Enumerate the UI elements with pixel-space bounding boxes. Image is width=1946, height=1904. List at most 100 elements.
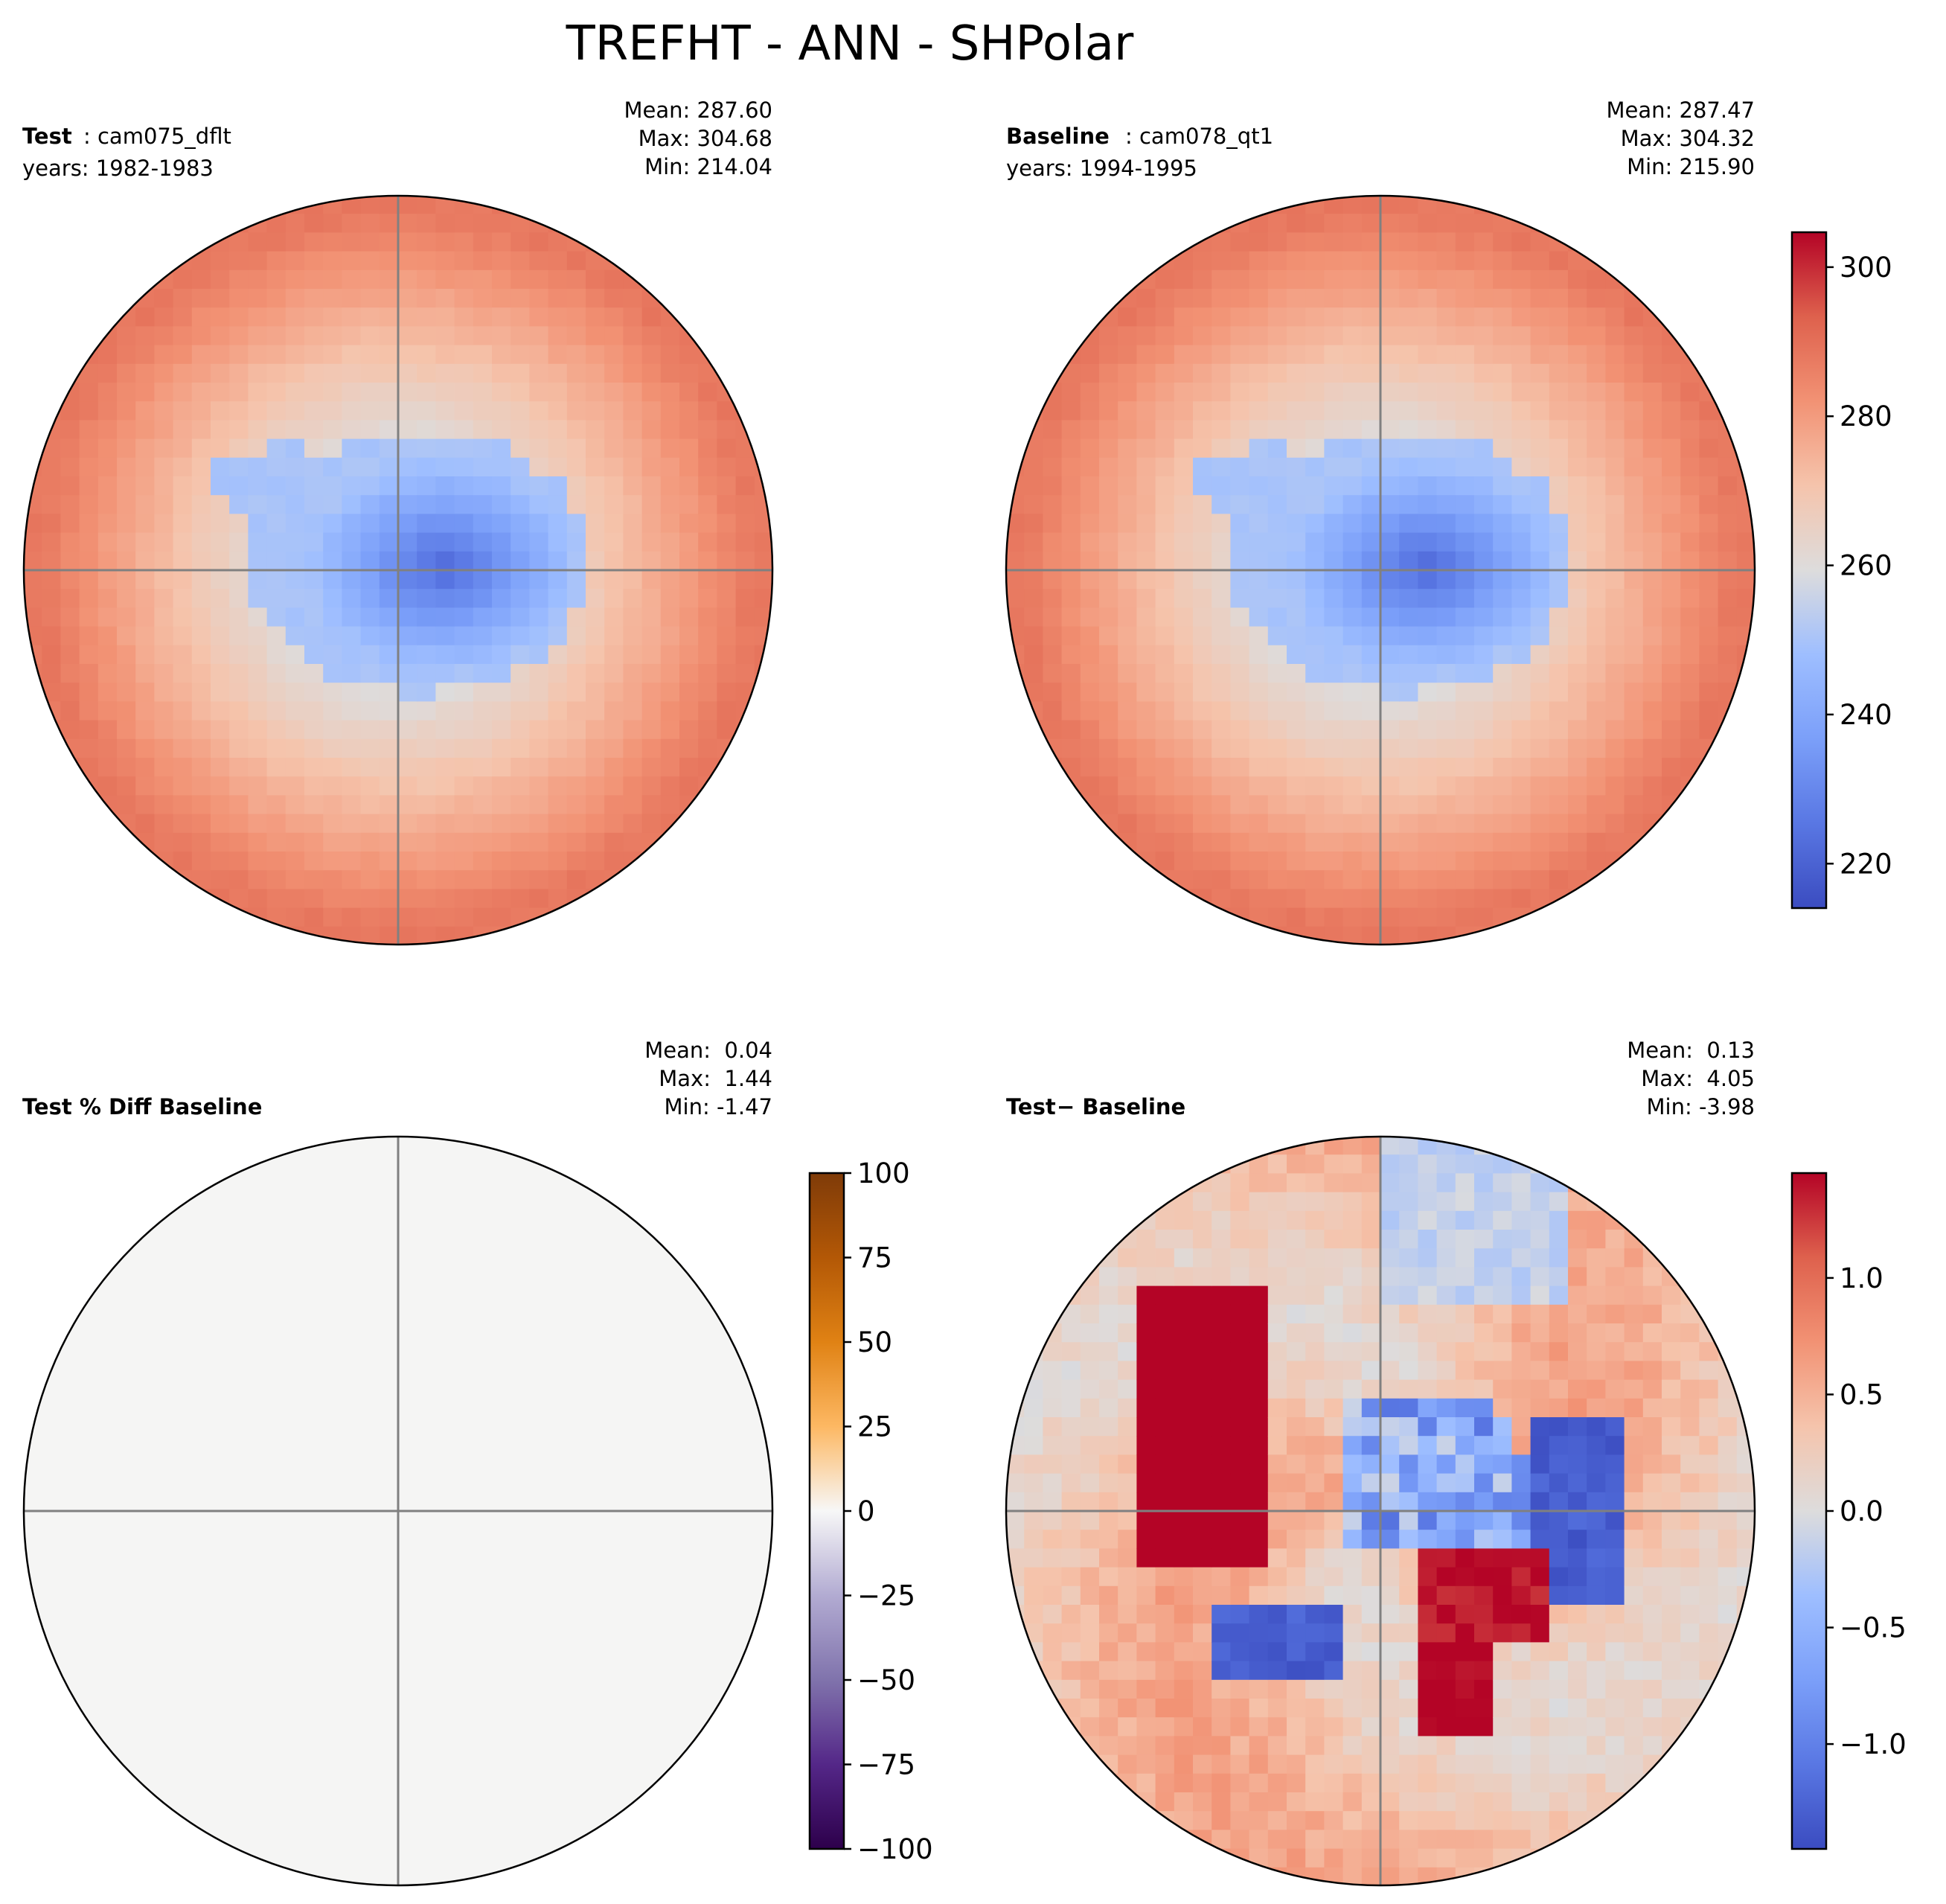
grid-cell bbox=[473, 326, 493, 346]
grid-cell bbox=[1230, 1661, 1250, 1681]
grid-cell bbox=[1343, 1117, 1363, 1137]
grid-cell bbox=[1474, 1342, 1494, 1361]
grid-cell bbox=[1662, 1342, 1681, 1361]
grid-cell bbox=[1418, 307, 1438, 327]
grid-cell bbox=[1587, 1661, 1606, 1681]
grid-cell bbox=[1249, 607, 1269, 627]
grid-cell bbox=[1530, 1417, 1550, 1437]
grid-cell bbox=[1624, 1623, 1644, 1643]
grid-cell bbox=[135, 457, 155, 477]
grid-cell bbox=[285, 326, 305, 346]
grid-cell bbox=[754, 551, 772, 571]
grid-cell bbox=[492, 589, 511, 608]
grid-cell bbox=[1680, 683, 1700, 702]
grid-cell bbox=[117, 532, 136, 552]
grid-cell bbox=[135, 289, 155, 308]
grid-cell bbox=[211, 345, 230, 365]
grid-cell bbox=[342, 758, 362, 777]
grid-cell bbox=[60, 626, 80, 646]
grid-cell bbox=[435, 514, 455, 534]
grid-cell bbox=[154, 551, 174, 571]
grid-cell bbox=[1662, 401, 1681, 421]
grid-cell bbox=[1342, 1192, 1363, 1212]
grid-cell bbox=[1493, 1567, 1512, 1587]
grid-cell bbox=[623, 683, 643, 702]
grid-cell bbox=[1530, 307, 1550, 327]
grid-cell bbox=[1212, 1454, 1231, 1475]
grid-cell bbox=[1436, 758, 1456, 777]
grid-cell bbox=[1474, 1473, 1494, 1493]
grid-cell bbox=[1568, 438, 1587, 459]
grid-cell bbox=[1399, 832, 1418, 852]
grid-cell bbox=[1493, 664, 1512, 683]
grid-cell bbox=[1662, 1473, 1681, 1493]
grid-cell bbox=[641, 289, 662, 308]
grid-cell bbox=[1605, 607, 1625, 627]
grid-cell bbox=[1418, 326, 1438, 346]
grid-cell bbox=[1361, 1699, 1381, 1718]
grid-cell bbox=[1324, 1210, 1344, 1230]
grid-cell bbox=[1080, 307, 1100, 327]
grid-cell bbox=[1418, 814, 1438, 834]
grid-cell bbox=[1736, 1361, 1755, 1381]
grid-cell bbox=[1511, 889, 1531, 909]
grid-cell bbox=[379, 269, 399, 290]
grid-cell bbox=[248, 251, 268, 271]
grid-cell bbox=[342, 814, 362, 834]
grid-cell bbox=[1380, 1454, 1400, 1475]
grid-cell bbox=[1155, 1773, 1175, 1793]
grid-cell bbox=[1212, 1192, 1231, 1212]
grid-cell bbox=[641, 626, 662, 646]
grid-cell bbox=[1530, 664, 1550, 683]
grid-cell bbox=[229, 664, 249, 683]
grid-cell bbox=[1061, 683, 1081, 702]
grid-cell bbox=[1718, 1679, 1738, 1699]
grid-cell bbox=[1155, 232, 1175, 252]
grid-cell bbox=[342, 645, 362, 665]
grid-cell bbox=[1662, 814, 1681, 834]
grid-cell bbox=[566, 814, 586, 834]
grid-cell bbox=[1230, 232, 1250, 252]
grid-cell bbox=[285, 664, 305, 683]
grid-cell bbox=[1155, 1717, 1175, 1737]
grid-cell bbox=[1549, 795, 1569, 815]
grid-cell bbox=[266, 645, 287, 665]
grid-cell bbox=[1699, 345, 1719, 365]
grid-cell bbox=[1436, 1605, 1456, 1624]
grid-cell bbox=[1249, 645, 1269, 665]
grid-cell bbox=[342, 738, 362, 758]
grid-cell bbox=[1380, 1267, 1400, 1287]
grid-cell bbox=[379, 457, 399, 477]
grid-cell bbox=[342, 457, 362, 477]
grid-cell bbox=[211, 795, 230, 815]
grid-cell bbox=[248, 514, 268, 534]
grid-cell bbox=[1136, 1285, 1156, 1306]
grid-cell bbox=[1099, 738, 1118, 758]
grid-cell bbox=[1624, 1736, 1644, 1756]
grid-cell bbox=[211, 664, 230, 683]
grid-cell bbox=[1118, 1267, 1137, 1287]
grid-cell bbox=[1249, 1398, 1269, 1418]
grid-cell bbox=[1305, 251, 1325, 271]
grid-cell bbox=[1006, 1567, 1025, 1587]
grid-cell bbox=[529, 438, 549, 459]
grid-cell bbox=[1455, 476, 1475, 496]
grid-cell bbox=[1024, 1605, 1043, 1624]
grid-cell bbox=[1230, 645, 1250, 665]
grid-cell bbox=[1605, 1323, 1625, 1343]
grid-cell bbox=[1305, 307, 1325, 327]
grid-cell bbox=[360, 795, 380, 815]
grid-cell bbox=[566, 645, 586, 665]
grid-cell bbox=[191, 776, 211, 796]
grid-cell bbox=[1436, 738, 1456, 758]
grid-cell bbox=[1587, 1267, 1606, 1287]
grid-cell bbox=[1249, 1830, 1269, 1850]
grid-cell bbox=[1324, 626, 1344, 646]
grid-cell bbox=[1193, 1848, 1212, 1868]
grid-cell bbox=[1230, 1511, 1250, 1530]
grid-cell bbox=[1287, 363, 1306, 383]
grid-cell bbox=[1080, 738, 1100, 758]
grid-cell bbox=[1418, 683, 1438, 702]
grid-cell bbox=[379, 326, 399, 346]
grid-cell bbox=[1642, 363, 1662, 383]
